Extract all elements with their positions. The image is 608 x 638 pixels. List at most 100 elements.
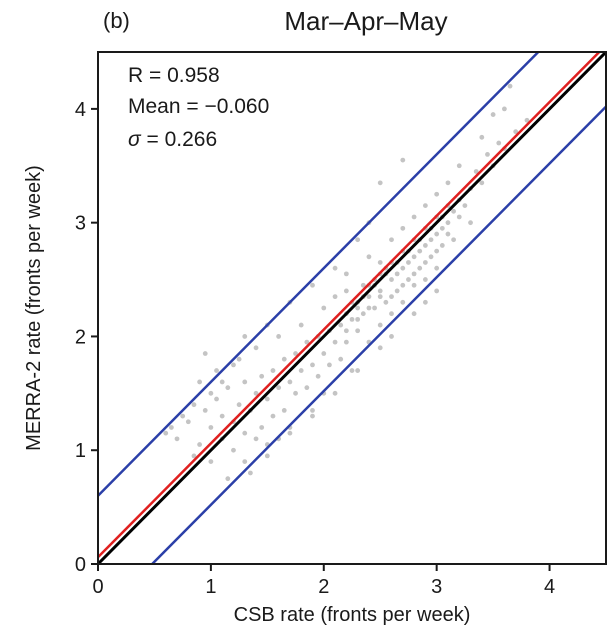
data-point bbox=[327, 362, 332, 368]
data-point bbox=[231, 447, 236, 453]
data-point bbox=[298, 368, 304, 373]
data-point bbox=[293, 351, 298, 356]
upper-band-line bbox=[98, 52, 541, 497]
y-tick-label: 3 bbox=[75, 213, 86, 235]
data-point bbox=[400, 157, 406, 163]
x-tick-label: 0 bbox=[92, 576, 103, 598]
data-point bbox=[298, 322, 304, 328]
data-point bbox=[366, 305, 372, 311]
data-point bbox=[343, 271, 349, 277]
data-point bbox=[332, 265, 338, 271]
data-point bbox=[349, 316, 355, 322]
data-point bbox=[394, 288, 400, 294]
data-point bbox=[197, 442, 203, 447]
data-point bbox=[270, 368, 276, 373]
data-point bbox=[377, 180, 383, 186]
data-point bbox=[264, 453, 270, 459]
data-point bbox=[411, 282, 417, 288]
data-point bbox=[439, 243, 445, 248]
data-point bbox=[422, 260, 428, 265]
data-point bbox=[434, 288, 440, 294]
data-point bbox=[219, 413, 225, 419]
data-point bbox=[214, 368, 219, 373]
data-point bbox=[400, 282, 406, 288]
data-point bbox=[242, 379, 248, 385]
data-point bbox=[422, 277, 428, 282]
sigma-symbol: σ bbox=[128, 128, 142, 151]
data-point bbox=[451, 237, 456, 243]
data-point bbox=[389, 237, 394, 243]
data-point bbox=[208, 390, 214, 396]
data-point bbox=[513, 129, 519, 135]
data-point bbox=[253, 436, 259, 442]
reference-lines bbox=[98, 52, 606, 564]
data-point bbox=[276, 385, 282, 391]
chart-title: Mar–Apr–May bbox=[284, 6, 447, 36]
scatter-points bbox=[163, 83, 530, 482]
data-point bbox=[502, 106, 507, 112]
data-point bbox=[389, 277, 394, 282]
x-axis-label: CSB rate (fronts per week) bbox=[234, 604, 471, 626]
x-tick-label: 4 bbox=[544, 576, 555, 598]
data-point bbox=[468, 220, 473, 226]
data-point bbox=[264, 396, 270, 402]
data-point bbox=[338, 322, 344, 328]
data-point bbox=[332, 339, 338, 345]
data-point bbox=[377, 288, 383, 294]
data-point bbox=[400, 265, 406, 271]
data-point bbox=[434, 248, 440, 254]
data-point bbox=[270, 413, 276, 419]
data-point bbox=[451, 208, 456, 214]
data-point bbox=[225, 385, 231, 391]
data-point bbox=[406, 260, 411, 265]
stat-mean: Mean = −0.060 bbox=[128, 95, 269, 118]
data-point bbox=[377, 294, 383, 300]
data-point bbox=[321, 305, 327, 311]
data-point bbox=[321, 351, 327, 356]
data-point bbox=[428, 254, 434, 260]
data-point bbox=[253, 390, 259, 396]
mean-offset-line bbox=[98, 52, 601, 559]
data-point bbox=[174, 436, 180, 442]
data-point bbox=[225, 476, 231, 482]
data-point bbox=[445, 180, 451, 186]
data-point bbox=[360, 282, 366, 288]
plot-frame bbox=[97, 51, 607, 565]
data-point bbox=[304, 385, 310, 391]
data-point bbox=[208, 459, 214, 464]
data-point bbox=[377, 260, 383, 265]
data-point bbox=[236, 356, 242, 362]
data-point bbox=[456, 163, 462, 169]
data-point bbox=[281, 408, 287, 413]
data-point bbox=[197, 379, 203, 385]
data-point bbox=[422, 243, 428, 248]
data-point bbox=[355, 368, 361, 373]
data-point bbox=[310, 362, 315, 368]
y-tick-label: 1 bbox=[75, 440, 86, 462]
data-point bbox=[248, 470, 253, 476]
data-point bbox=[276, 334, 282, 339]
data-point bbox=[417, 265, 423, 271]
data-point bbox=[411, 311, 417, 317]
data-point bbox=[400, 225, 406, 231]
data-point bbox=[259, 373, 265, 379]
data-point bbox=[315, 373, 321, 379]
data-point bbox=[445, 231, 451, 237]
data-point bbox=[185, 419, 191, 425]
data-point bbox=[456, 214, 462, 220]
data-point bbox=[434, 265, 440, 271]
data-point bbox=[400, 299, 406, 305]
data-point bbox=[355, 328, 361, 334]
data-point bbox=[163, 430, 169, 436]
data-point bbox=[479, 134, 485, 140]
data-point bbox=[394, 271, 400, 277]
data-point bbox=[343, 328, 349, 334]
data-point bbox=[219, 379, 225, 385]
data-point bbox=[360, 311, 366, 317]
data-point bbox=[349, 368, 355, 373]
data-point bbox=[191, 402, 197, 408]
data-point bbox=[208, 425, 214, 430]
data-point bbox=[355, 305, 361, 311]
data-point bbox=[462, 203, 468, 209]
data-point bbox=[343, 288, 349, 294]
